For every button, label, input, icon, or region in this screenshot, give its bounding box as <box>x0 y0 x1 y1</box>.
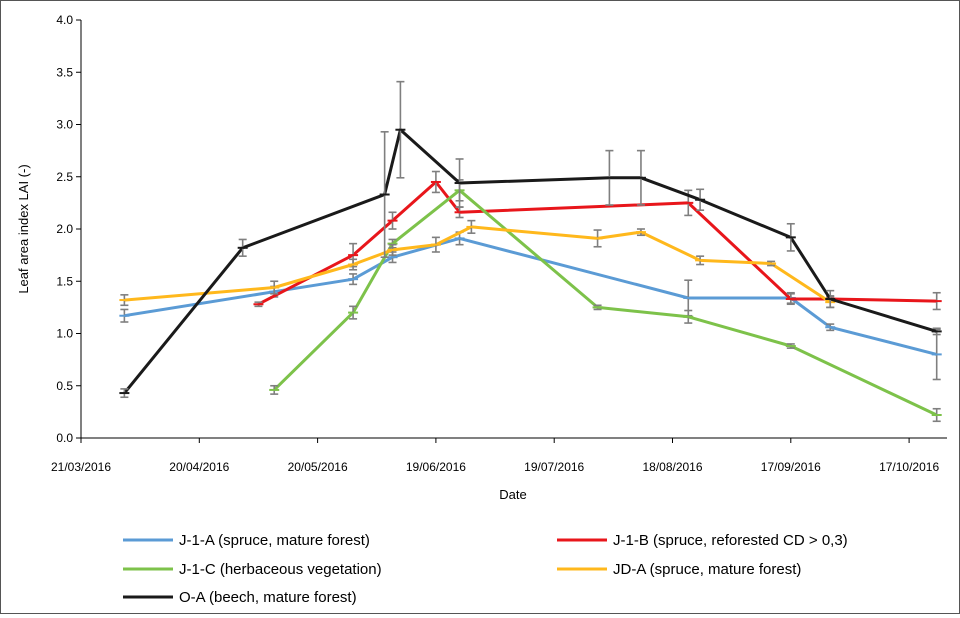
axes: 0.0 0.5 1.0 1.5 2.0 2.5 3.0 3.5 4.0 21/03/2016 20/… <box>51 13 947 474</box>
y-tick-label: 0.0 <box>56 431 73 445</box>
series-line <box>273 188 938 417</box>
error-bar <box>825 289 836 309</box>
y-tick-label: 1.5 <box>56 274 73 288</box>
error-bar <box>269 384 280 395</box>
error-bar <box>931 328 942 381</box>
error-bar <box>635 149 646 206</box>
legend-label: O-A (beech, mature forest) <box>179 589 357 606</box>
x-axis-title: Date <box>499 487 526 502</box>
error-bar <box>269 280 280 295</box>
legend-label: J-1-C (herbaceous vegetation) <box>179 561 382 578</box>
legend-item-4: JD-A (spruce, mature forest) <box>557 561 801 578</box>
error-bar <box>604 149 615 206</box>
y-tick-label: 1.0 <box>56 327 73 341</box>
series-layer <box>119 80 942 423</box>
legend-label: J-1-B (spruce, reforested CD > 0,3) <box>613 532 848 549</box>
error-bar <box>466 219 477 234</box>
error-bar <box>395 80 406 179</box>
error-bar <box>348 258 359 271</box>
error-bar <box>430 236 441 253</box>
x-tick-label: 21/03/2016 <box>51 460 111 474</box>
error-bar <box>430 170 441 194</box>
error-bar <box>931 327 942 336</box>
error-bar <box>635 228 646 237</box>
error-bar <box>931 291 942 311</box>
legend-item-5: O-A (beech, mature forest) <box>123 589 357 606</box>
legend-item-1: J-1-A (spruce, mature forest) <box>123 532 370 549</box>
error-bar <box>119 308 130 323</box>
error-bar <box>348 305 359 320</box>
error-bar <box>825 323 836 332</box>
x-tick-label: 20/04/2016 <box>169 460 229 474</box>
error-bar <box>785 222 796 252</box>
x-tick-label: 19/06/2016 <box>406 460 466 474</box>
series-5 <box>119 80 942 399</box>
error-bar <box>348 273 359 286</box>
x-tick-label: 17/09/2016 <box>761 460 821 474</box>
y-tick-label: 2.5 <box>56 170 73 184</box>
error-bar <box>695 188 706 211</box>
error-bar <box>592 229 603 248</box>
error-bar <box>119 294 130 307</box>
error-bar <box>387 211 398 230</box>
x-tick-label: 19/07/2016 <box>524 460 584 474</box>
legend-label: JD-A (spruce, mature forest) <box>613 561 801 578</box>
x-tick-label: 17/10/2016 <box>879 460 939 474</box>
error-bar <box>695 255 706 266</box>
error-bar <box>119 388 130 399</box>
series-line <box>123 128 938 395</box>
error-bar <box>785 292 796 306</box>
legend-label: J-1-A (spruce, mature forest) <box>179 532 370 549</box>
x-tick-label: 18/08/2016 <box>642 460 702 474</box>
error-bar <box>931 407 942 423</box>
error-bar <box>237 238 248 257</box>
y-tick-label: 4.0 <box>56 13 73 27</box>
error-bar <box>592 304 603 311</box>
y-tick-label: 3.5 <box>56 65 73 79</box>
y-tick-label: 2.0 <box>56 222 73 236</box>
error-bar <box>454 158 465 208</box>
error-bar <box>387 243 398 256</box>
y-tick-label: 0.5 <box>56 379 73 393</box>
error-bar <box>379 131 390 259</box>
x-tick-label: 20/05/2016 <box>288 460 348 474</box>
legend-item-3: J-1-C (herbaceous vegetation) <box>123 561 382 578</box>
error-bar <box>683 309 694 324</box>
series-3 <box>269 179 942 423</box>
error-bar <box>785 343 796 349</box>
legend-item-2: J-1-B (spruce, reforested CD > 0,3) <box>557 532 848 549</box>
series-4 <box>119 219 836 309</box>
y-tick-label: 3.0 <box>56 118 73 132</box>
legend: J-1-A (spruce, mature forest) J-1-B (spru… <box>123 532 848 606</box>
y-axis-title: Leaf area index LAI (-) <box>16 164 31 293</box>
error-bar <box>253 301 264 308</box>
error-bar <box>766 260 777 267</box>
